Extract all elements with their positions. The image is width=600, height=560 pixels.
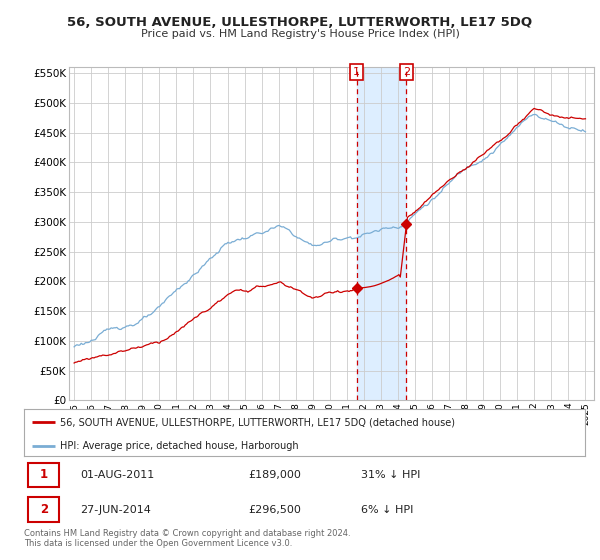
Text: HPI: Average price, detached house, Harborough: HPI: Average price, detached house, Harb…: [61, 441, 299, 451]
Text: 56, SOUTH AVENUE, ULLESTHORPE, LUTTERWORTH, LE17 5DQ: 56, SOUTH AVENUE, ULLESTHORPE, LUTTERWOR…: [67, 16, 533, 29]
Text: 31% ↓ HPI: 31% ↓ HPI: [361, 470, 420, 480]
Text: Contains HM Land Registry data © Crown copyright and database right 2024.
This d: Contains HM Land Registry data © Crown c…: [24, 529, 350, 548]
Bar: [357, 67, 406, 400]
Text: 56, SOUTH AVENUE, ULLESTHORPE, LUTTERWORTH, LE17 5DQ (detached house): 56, SOUTH AVENUE, ULLESTHORPE, LUTTERWOR…: [61, 417, 455, 427]
FancyBboxPatch shape: [28, 497, 59, 522]
Text: 1: 1: [353, 67, 360, 77]
Text: 1: 1: [40, 468, 48, 482]
Text: 27-JUN-2014: 27-JUN-2014: [80, 505, 151, 515]
FancyBboxPatch shape: [28, 463, 59, 487]
Text: 2: 2: [40, 503, 48, 516]
Text: 6% ↓ HPI: 6% ↓ HPI: [361, 505, 413, 515]
Text: £296,500: £296,500: [248, 505, 301, 515]
Text: 2: 2: [403, 67, 410, 77]
Text: Price paid vs. HM Land Registry's House Price Index (HPI): Price paid vs. HM Land Registry's House …: [140, 29, 460, 39]
Text: 01-AUG-2011: 01-AUG-2011: [80, 470, 154, 480]
Text: £189,000: £189,000: [248, 470, 301, 480]
